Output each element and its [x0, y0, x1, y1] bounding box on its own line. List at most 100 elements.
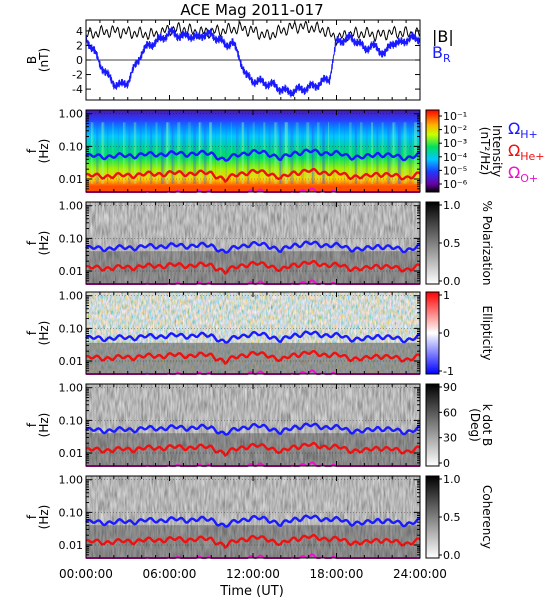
streak	[90, 122, 94, 184]
colorbar-tick-label: 60	[443, 406, 457, 419]
streak	[285, 122, 289, 184]
colorbar: 1.0 0.5 0.0 Coherency	[425, 473, 494, 562]
streak	[252, 122, 255, 184]
colorbar-label: Ellipticity	[480, 306, 494, 361]
y-axis-label: f	[25, 330, 39, 335]
y-tick-label: 1.00	[59, 200, 84, 213]
streak	[381, 122, 384, 184]
streak	[171, 122, 174, 184]
streak	[312, 122, 314, 184]
streak	[279, 122, 283, 184]
streak	[101, 122, 103, 184]
panel-ellipticity: 1.00 0.10 0.01 f(Hz) 1 0 -1 Ellipticity	[25, 289, 494, 378]
streak	[215, 122, 216, 184]
streak	[246, 122, 248, 184]
streak	[306, 122, 310, 184]
panel-magnetic-field: 42 0 -2-4 B(nT) |B|BR	[25, 19, 454, 101]
streak	[268, 122, 271, 184]
streak	[236, 122, 239, 184]
colorbar-tick-label: 0.0	[443, 549, 461, 562]
streak	[220, 122, 222, 184]
x-tick-label: 24:00:00	[393, 567, 447, 581]
streak	[392, 122, 395, 184]
colorbar-tick-label: 1.0	[443, 473, 461, 486]
streak	[355, 122, 358, 184]
gyrofrequency-line	[85, 167, 421, 184]
colorbar-tick-label: 0	[443, 327, 450, 340]
colorbar-scale	[425, 291, 440, 375]
y-tick-label: 4	[76, 25, 83, 38]
streak	[133, 122, 135, 184]
y-axis-unit: (Hz)	[37, 139, 51, 164]
colorbar: 10⁻¹10⁻²10⁻³10⁻⁴10⁻⁵10⁻⁶ Intensity(nT²/Hz…	[425, 109, 504, 193]
y-tick-label: 0.10	[59, 322, 84, 335]
streak	[236, 122, 238, 184]
colorbar: 90 60 30 0 k dot B(Deg)	[425, 381, 494, 470]
y-tick-label: 0.01	[59, 447, 84, 460]
y-tick-label: 0.01	[59, 265, 84, 278]
gyrofrequency-line	[85, 514, 421, 528]
streak	[128, 122, 130, 184]
y-tick-label: 1.00	[59, 474, 84, 487]
colorbar-tick-label: 0.5	[443, 237, 461, 250]
streak	[360, 122, 363, 184]
y-axis-label: f	[25, 514, 39, 519]
streak	[311, 122, 315, 184]
colorbar-tick-label: 10⁻¹	[443, 110, 467, 123]
y-axis-label: B	[25, 56, 39, 64]
streak	[134, 122, 137, 184]
streak	[129, 122, 131, 184]
gyrofrequency-line	[85, 240, 421, 254]
colorbar-scale	[425, 383, 440, 467]
y-tick-label: 1.00	[59, 382, 84, 395]
streak	[371, 122, 374, 184]
streak	[144, 122, 147, 184]
panel-polarization: 1.00 0.10 0.01 f(Hz) 1.0 0.5 0.0 % Polarization	[25, 199, 494, 288]
gyrofrequency-line	[85, 148, 421, 162]
streak	[392, 122, 396, 184]
streak	[419, 122, 423, 184]
gyrofrequency-line	[85, 259, 421, 276]
colorbar-tick-label: 0	[443, 457, 450, 470]
streak	[96, 122, 99, 184]
panel-coherency: 1.00 0.10 0.01 f(Hz) 1.0 0.5 0.0 Coherency	[25, 473, 494, 562]
legend-abs-b: |B|	[432, 27, 454, 46]
streak	[365, 122, 368, 184]
colorbar-unit: (Deg)	[468, 408, 482, 442]
y-axis-label: f	[25, 148, 39, 153]
panel-k-dot-b: 1.00 0.10 0.01 f(Hz) 90 60 30 0 k dot B(Deg)	[25, 381, 494, 470]
y-axis-unit: (nT)	[37, 48, 51, 72]
legend-gyro: ΩH+	[508, 119, 538, 141]
streak	[344, 122, 345, 184]
colorbar-tick-label: 10⁻³	[443, 137, 467, 150]
streak	[225, 122, 227, 184]
streak	[349, 122, 352, 184]
x-tick-label: 06:00:00	[143, 567, 197, 581]
colorbar-tick-label: -1	[443, 365, 454, 378]
streak	[284, 122, 287, 184]
y-tick-label: 2	[76, 39, 83, 52]
series-line	[85, 26, 421, 98]
colorbar-tick-label: 10⁻⁵	[443, 164, 467, 177]
y-axis-label: f	[25, 240, 39, 245]
colorbar-label: Coherency	[480, 485, 494, 549]
colorbar-scale	[425, 109, 440, 193]
streak	[230, 122, 232, 184]
colorbar: 1.0 0.5 0.0 % Polarization	[425, 199, 494, 288]
gyrofrequency-line	[85, 330, 421, 344]
y-axis-unit: (Hz)	[37, 413, 51, 438]
streak	[263, 122, 266, 184]
streak	[274, 122, 278, 184]
streak	[91, 122, 93, 184]
y-tick-label: 0.01	[59, 355, 84, 368]
y-axis-unit: (Hz)	[37, 231, 51, 256]
y-tick-label: 0	[76, 54, 83, 67]
y-axis-unit: (Hz)	[37, 321, 51, 346]
streak	[107, 122, 109, 184]
colorbar-tick-label: 0.5	[443, 511, 461, 524]
x-tick-label: 18:00:00	[310, 567, 364, 581]
colorbar: 1 0 -1 Ellipticity	[425, 289, 494, 378]
streak	[247, 122, 250, 184]
y-tick-label: 1.00	[59, 290, 84, 303]
